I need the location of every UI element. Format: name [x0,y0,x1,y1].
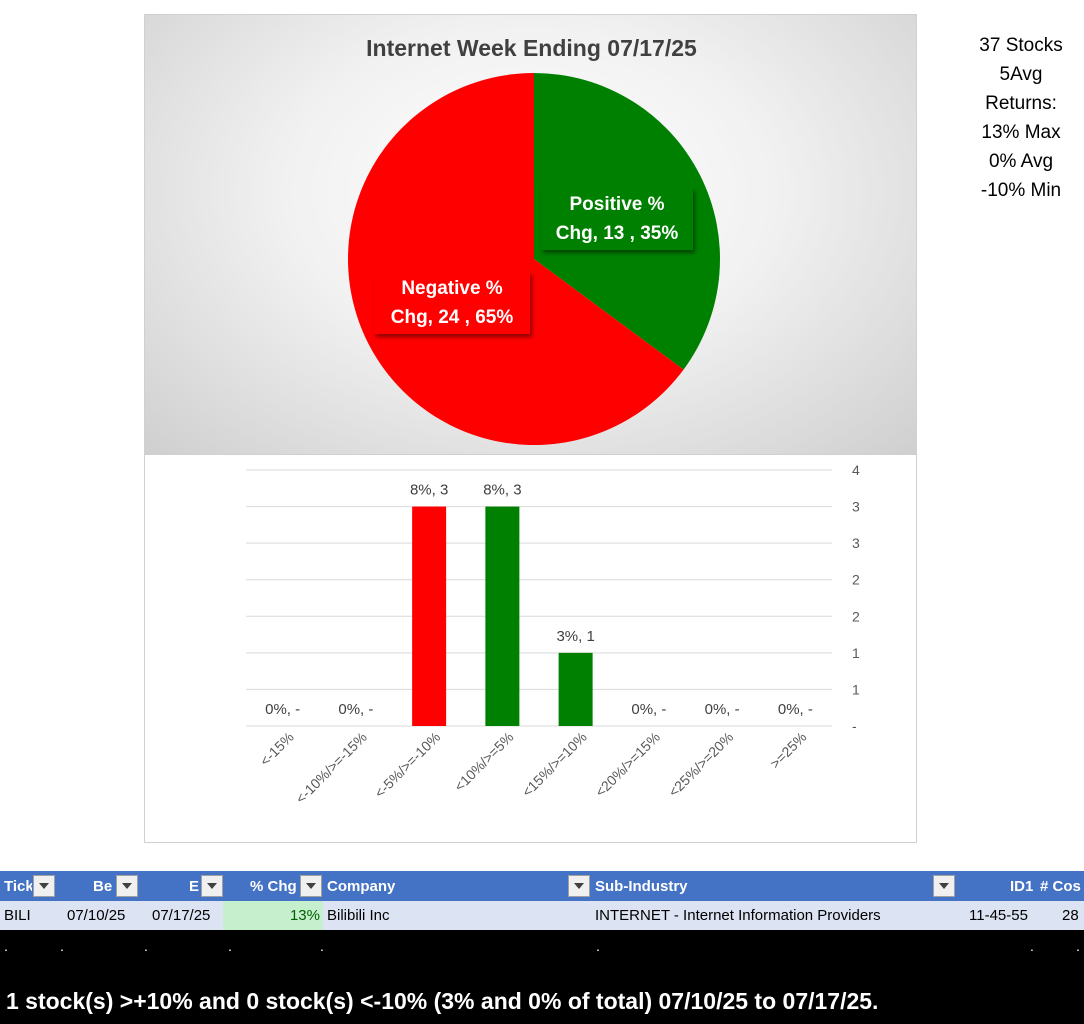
cell-sub-industry: INTERNET - Internet Information Provider… [595,907,881,924]
category-label: <-15% [257,729,297,769]
cell-marker: . [596,938,600,954]
y-tick-label: 3 [852,499,860,515]
header-num-cos: # Cos [1040,878,1081,895]
negative-label-line2: Chg, 24 , 65% [390,307,514,328]
data-label: 8%, 3 [410,482,448,499]
y-tick-label: 1 [852,645,860,661]
cell-company: Bilibili Inc [327,907,390,924]
cell-marker: . [1076,938,1080,954]
sub-industry-filter-dropdown[interactable] [933,875,955,897]
y-tick-label: 3 [852,535,860,551]
header-pct-chg: % Chg [250,878,297,895]
data-label: 0%, - [338,701,373,718]
data-label: 0%, - [631,701,666,718]
category-label: <-10%/>=-15% [292,729,370,807]
company-filter-dropdown[interactable] [568,875,590,897]
cell-end: 07/17/25 [152,907,211,924]
cell-ticker: BILI [4,907,31,924]
cell-marker: . [1030,938,1034,954]
pct-chg-filter-dropdown[interactable] [300,875,322,897]
bar [412,506,447,726]
data-label: 3%, 1 [556,628,594,645]
cell-marker: . [60,938,64,954]
header-id1: ID1 [1010,878,1034,895]
category-label: >=25% [767,729,810,772]
header-begin: Be [93,878,113,895]
header-company: Company [327,878,396,895]
data-label: 0%, - [705,701,740,718]
stats-max: 13% Max [981,122,1061,143]
stats-stock-count: 37 Stocks [979,35,1063,56]
data-label: 8%, 3 [483,482,521,499]
bar [485,506,520,726]
positive-label-line2: Chg, 13 , 35% [555,223,679,244]
category-label: <25%/>=20% [665,729,736,800]
y-tick-label: 2 [852,608,860,624]
header-ticker: Tick [4,878,32,895]
cell-num-cos: 28 [1062,907,1079,924]
stats-avg-label: 5Avg [999,64,1043,85]
cell-marker: . [144,938,148,954]
bar-chart-panel: 4 3 3 2 2 1 1 - 0%, - <-15% 0%, - <-10%/>=-15% 8%, 3… [144,455,917,843]
negative-slice-label: Negative % Chg, 24 , 65% [374,272,530,334]
stats-avg: 0% Avg [988,151,1054,172]
ticker-filter-dropdown[interactable] [33,875,55,897]
header-sub-industry: Sub-Industry [595,878,688,895]
positive-label-line1: Positive % [569,194,665,215]
category-label: <20%/>=15% [592,729,663,800]
summary-text: 1 stock(s) >+10% and 0 stock(s) <-10% (3… [6,988,879,1014]
cell-marker: . [228,938,232,954]
stats-summary: 37 Stocks 5Avg Returns: 13% Max 0% Avg -… [940,31,1084,205]
y-tick-label: - [852,718,857,734]
category-label: <15%/>=10% [519,729,590,800]
cell-marker: . [320,938,324,954]
pie-slice-negative [348,73,684,445]
begin-filter-dropdown[interactable] [116,875,138,897]
summary-area: . . . . . . . . 1 stock(s) >+10% and 0 s… [0,930,1084,1024]
positive-slice-label: Positive % Chg, 13 , 35% [541,188,693,250]
y-tick-label: 2 [852,572,860,588]
cell-marker: . [4,938,8,954]
data-label: 0%, - [778,701,813,718]
stats-min: -10% Min [980,180,1062,201]
category-label: <-5%/>=-10% [371,729,443,801]
bar [558,652,593,726]
header-end: E [189,878,200,895]
bar-chart: 4 3 3 2 2 1 1 - 0%, - <-15% 0%, - <-10%/>=-15% 8%, 3… [246,462,860,807]
stats-returns-label: Returns: [985,93,1057,114]
pie-chart [348,73,720,445]
pct-chg-highlight [223,901,323,930]
y-tick-label: 4 [852,462,860,478]
table-row[interactable]: BILI 07/10/25 07/17/25 13% Bilibili Inc … [0,901,1084,930]
end-filter-dropdown[interactable] [201,875,223,897]
negative-label-line1: Negative % [401,278,503,299]
pie-chart-panel: Internet Week Ending 07/17/25 Positive %… [144,14,917,455]
data-label: 0%, - [265,701,300,718]
pie-chart-title: Internet Week Ending 07/17/25 [366,35,697,61]
cell-begin: 07/10/25 [67,907,126,924]
y-tick-label: 1 [852,681,860,697]
table-header: Tick Be E % Chg Company Sub-Industry ID1… [0,871,1084,901]
category-label: <10%/>=5% [451,729,517,795]
cell-id1: 11-45-55 [969,907,1028,924]
cell-pct-chg: 13% [289,907,320,924]
